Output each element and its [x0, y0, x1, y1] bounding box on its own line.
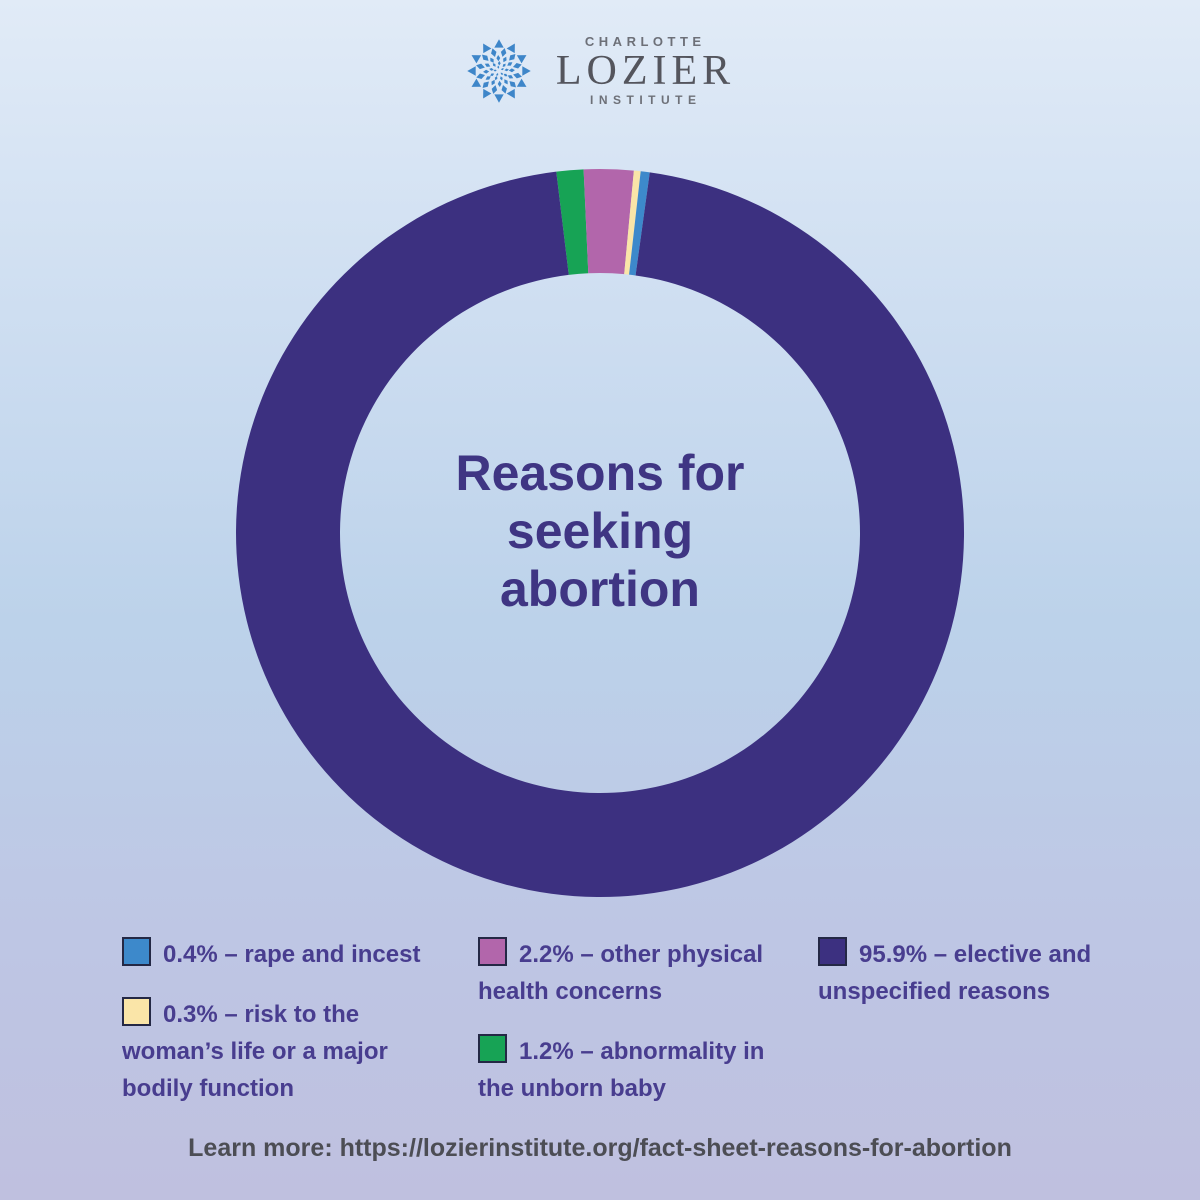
mandala-petal: [494, 93, 504, 103]
chart-title-line: seeking: [506, 503, 694, 559]
legend-column-3: 95.9% – elective and unspecified reasons: [818, 936, 1158, 1033]
legend-swatch-pink: [478, 937, 507, 966]
mandala-petal: [482, 43, 492, 53]
donut-segment: [624, 170, 641, 275]
mandala-petal: [494, 75, 498, 80]
mandala-petal: [485, 75, 491, 80]
brand-name-top: CHARLOTTE: [584, 34, 706, 49]
legend-swatch-blue: [122, 937, 151, 966]
legend-item-abnormality: 1.2% – abnormality in the unborn baby: [478, 1033, 808, 1107]
legend-column-2: 2.2% – other physical health concerns 1.…: [478, 936, 808, 1130]
brand-name-main: LOZIER: [555, 48, 736, 94]
donut-segment: [556, 169, 589, 275]
mandala-petal: [494, 38, 504, 48]
mandala-petal: [507, 61, 513, 66]
mandala-petal: [482, 80, 489, 88]
donut-segment: [583, 169, 634, 275]
mandala-petal: [503, 73, 508, 76]
mandala-petal: [500, 72, 503, 75]
legend-item-risk-to-life: 0.3% – risk to the woman’s life or a maj…: [122, 996, 462, 1107]
mandala-petal: [497, 80, 502, 87]
legend-label: 2.2% – other physical: [519, 941, 764, 968]
legend-item-elective: 95.9% – elective and unspecified reasons: [818, 936, 1158, 1010]
mandala-petal: [502, 63, 506, 67]
legend-label: 95.9% – elective and: [859, 941, 1092, 968]
legend-label: health concerns: [478, 978, 663, 1005]
learn-more-text: Learn more: https://lozierinstitute.org/…: [188, 1134, 1012, 1162]
mandala-petal: [516, 78, 527, 87]
mandala-petal: [516, 54, 527, 63]
mandala-petal: [509, 80, 516, 87]
mandala-petal: [481, 54, 489, 61]
legend-swatch-cream: [122, 997, 151, 1026]
mandala-petal: [471, 78, 481, 87]
legend-label: unspecified reasons: [818, 978, 1051, 1005]
mandala-petal: [475, 63, 485, 69]
mandala-petal: [499, 75, 503, 81]
mandala-petal: [522, 65, 531, 76]
mandala-petal: [502, 56, 507, 62]
legend-label: 0.3% – risk to the: [163, 1001, 360, 1028]
lozier-mandala-icon: [467, 38, 531, 103]
mandala-petal: [497, 65, 500, 69]
legend-label: the unborn baby: [478, 1075, 666, 1102]
mandala-petal: [506, 43, 515, 53]
mandala-petal: [493, 68, 497, 71]
mandala-petal: [482, 88, 492, 98]
legend-label: bodily function: [122, 1075, 294, 1102]
mandala-petal: [500, 67, 504, 70]
mandala-petal: [491, 79, 495, 85]
donut-segment: [629, 171, 650, 276]
brand-name-bottom: INSTITUTE: [589, 93, 702, 107]
chart-title-line: Reasons for: [455, 445, 745, 501]
mandala-petal: [496, 72, 499, 76]
mandala-petal: [496, 54, 501, 61]
mandala-petal: [489, 67, 494, 71]
legend-label: woman’s life or a major: [122, 1038, 388, 1065]
legend-item-other-physical: 2.2% – other physical health concerns: [478, 936, 808, 1010]
chart-title-line: abortion: [500, 561, 700, 617]
mandala-petal: [507, 74, 514, 79]
mandala-petal: [492, 62, 496, 67]
mandala-petal: [500, 47, 507, 57]
mandala-petal: [506, 88, 515, 98]
brand-logo: CHARLOTTE LOZIER INSTITUTE: [0, 34, 1200, 107]
mandala-petal: [512, 72, 522, 78]
legend-swatch-green: [478, 1034, 507, 1063]
legend-item-rape-incest: 0.4% – rape and incest: [122, 936, 462, 973]
brand-wordmark: CHARLOTTE LOZIER INSTITUTE: [551, 34, 735, 107]
mandala-petal: [504, 78, 508, 84]
mandala-petal: [497, 60, 501, 66]
mandala-petal: [482, 69, 490, 74]
mandala-petal: [512, 62, 522, 68]
mandala-petal: [504, 68, 509, 71]
mandala-petal: [471, 54, 481, 63]
mandala-petal: [490, 72, 495, 76]
mandala-petal: [490, 57, 494, 63]
mandala-petal: [467, 65, 476, 76]
mandala-petal: [508, 53, 516, 61]
legend-swatch-purple: [818, 937, 847, 966]
mandala-petal: [476, 73, 485, 79]
legend-label: 1.2% – abnormality in: [519, 1038, 765, 1065]
chart-title: Reasons for seeking abortion: [0, 444, 1200, 618]
mandala-petal: [484, 62, 491, 67]
mandala-petal: [501, 84, 507, 94]
mandala-petal: [508, 67, 515, 72]
legend-column-1: 0.4% – rape and incest 0.3% – risk to th…: [122, 936, 462, 1130]
mandala-petal: [490, 47, 497, 57]
mandala-petal: [491, 84, 497, 94]
legend-label: 0.4% – rape and incest: [163, 941, 421, 968]
